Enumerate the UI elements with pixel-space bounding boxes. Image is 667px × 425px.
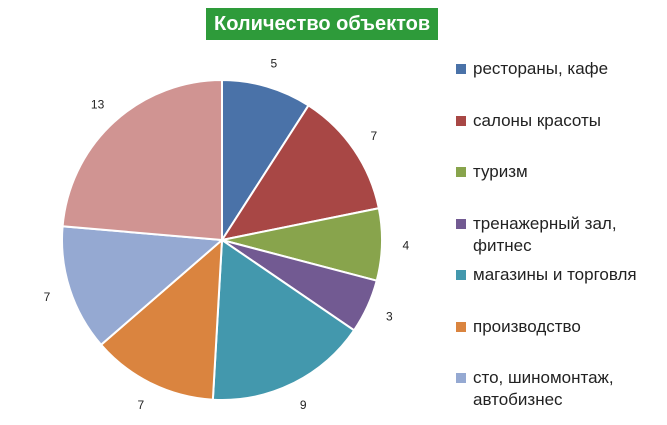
legend-swatch — [456, 167, 466, 177]
pie-slice — [99, 237, 224, 401]
legend-item: салоны красоты — [456, 110, 663, 132]
legend-swatch — [456, 321, 466, 332]
slice-value-label: 4 — [403, 238, 410, 252]
slice-value-label: 5 — [270, 57, 277, 71]
pie-slice — [61, 225, 225, 347]
legend-label: сто, шиномонтаж, автобизнес — [473, 368, 614, 409]
pie-slice — [61, 78, 223, 242]
legend-item: рестораны, кафе — [456, 58, 663, 80]
legend-swatch — [456, 270, 466, 280]
legend-item: тренажерный зал, фитнес — [456, 213, 663, 257]
slice-value-label: 3 — [386, 309, 393, 323]
legend-item: магазины и торговля — [456, 264, 663, 286]
pie-slice — [221, 78, 310, 244]
legend-label: рестораны, кафе — [473, 59, 609, 78]
legend-label: магазины и торговля — [473, 265, 637, 284]
slice-value-label: 9 — [300, 398, 307, 412]
legend-swatch — [456, 373, 466, 383]
legend-label: тренажерный зал, фитнес — [473, 213, 617, 255]
legend-swatch — [456, 64, 466, 74]
slice-value-label: 7 — [44, 290, 51, 304]
legend-label: туризм — [473, 162, 528, 181]
slice-value-label: 13 — [91, 97, 105, 111]
legend-item: туризм — [456, 161, 663, 183]
slice-value-label: 7 — [137, 398, 144, 412]
legend-label: салоны красоты — [473, 110, 601, 130]
legend-swatch — [456, 218, 466, 229]
legend-swatch — [456, 115, 466, 126]
pie-slice — [219, 104, 380, 242]
chart-title: Количество объектов — [206, 8, 439, 40]
legend-label: производство — [473, 316, 581, 336]
legend-item: производство — [456, 316, 663, 338]
slice-value-label: 7 — [371, 129, 378, 143]
pie-slice — [211, 238, 356, 401]
legend-item: сто, шиномонтаж, автобизнес — [456, 367, 663, 411]
